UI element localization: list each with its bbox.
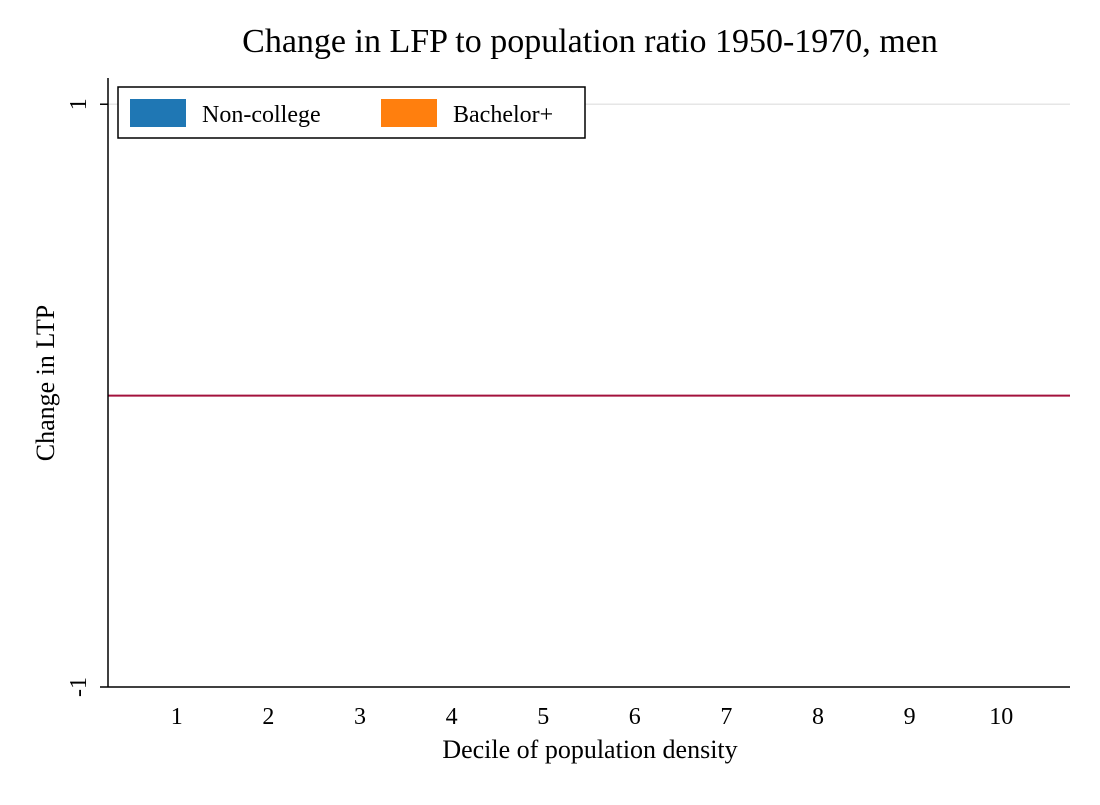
legend-swatch [130, 99, 186, 127]
legend-label: Bachelor+ [453, 102, 553, 128]
x-tick-label: 5 [537, 704, 549, 730]
y-tick-label: -1 [66, 677, 92, 697]
legend-label: Non-college [202, 102, 321, 128]
y-tick-label: 1 [66, 98, 92, 110]
x-tick-label: 2 [262, 704, 274, 730]
y-axis-label: Change in LTP [31, 305, 60, 461]
legend-box [117, 86, 586, 139]
x-tick-label: 1 [171, 704, 183, 730]
x-tick-label: 8 [812, 704, 824, 730]
legend: Non-college Bachelor+ [117, 86, 586, 139]
x-tick-label: 9 [904, 704, 916, 730]
chart-title: Change in LFP to population ratio 1950-1… [242, 23, 938, 60]
legend-swatch [381, 99, 437, 127]
x-tick-label: 7 [720, 704, 732, 730]
x-axis-label: Decile of population density [442, 735, 737, 764]
x-tick-label: 6 [629, 704, 641, 730]
x-tick-label: 4 [446, 704, 458, 730]
x-tick-label: 10 [989, 704, 1013, 730]
x-tick-label: 3 [354, 704, 366, 730]
